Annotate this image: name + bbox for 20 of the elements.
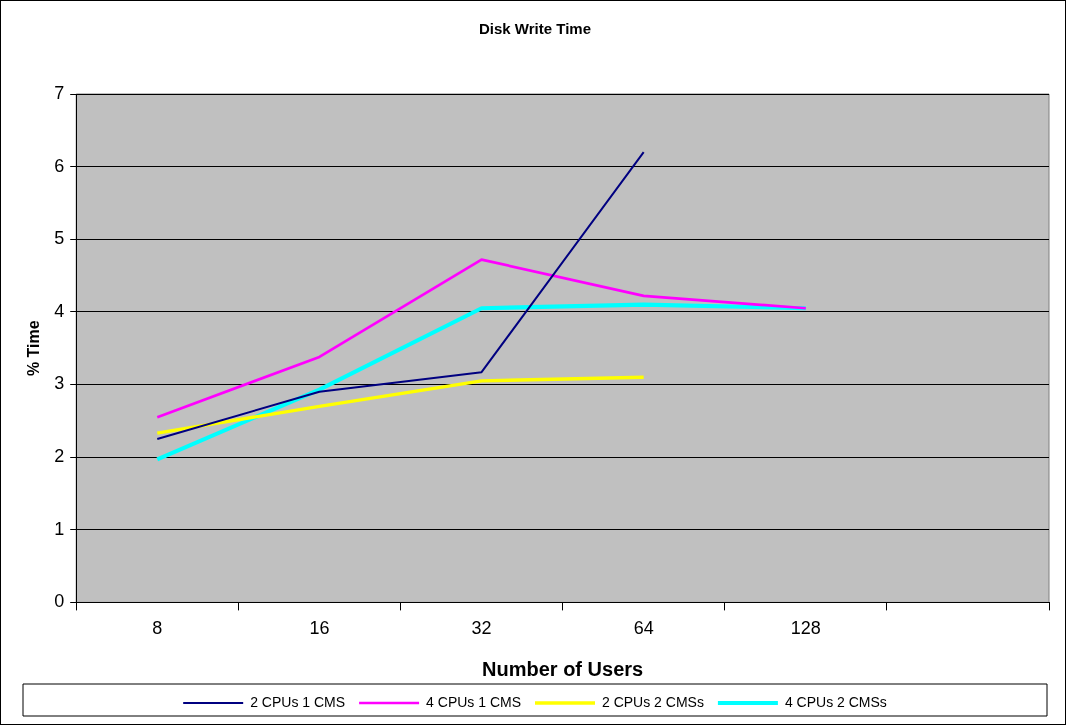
y-tick-label: 3 [54,373,65,394]
legend-label: 2 CPUs 1 CMS [250,693,346,710]
x-tick-label: 16 [309,618,330,639]
x-tick-label: 64 [633,618,654,639]
y-tick-label: 6 [54,155,65,176]
y-tick-label: 5 [54,228,65,249]
x-tick-label: 128 [790,618,821,639]
x-tick-label: 32 [471,618,492,639]
chart-title: Disk Write Time [479,20,591,38]
y-axis-title: % Time [25,320,43,377]
legend-label: 4 CPUs 2 CMSs [784,693,887,710]
y-tick-label: 0 [54,591,65,612]
legend-label: 4 CPUs 1 CMS [426,693,522,710]
y-tick-label: 2 [54,446,65,467]
x-tick-label: 8 [152,618,163,639]
y-tick-label: 4 [54,300,65,321]
y-tick-label: 7 [54,82,65,103]
x-axis-title: Number of Users [482,657,644,680]
y-tick-label: 1 [54,518,65,539]
legend-label: 2 CPUs 2 CMSs [602,693,704,710]
